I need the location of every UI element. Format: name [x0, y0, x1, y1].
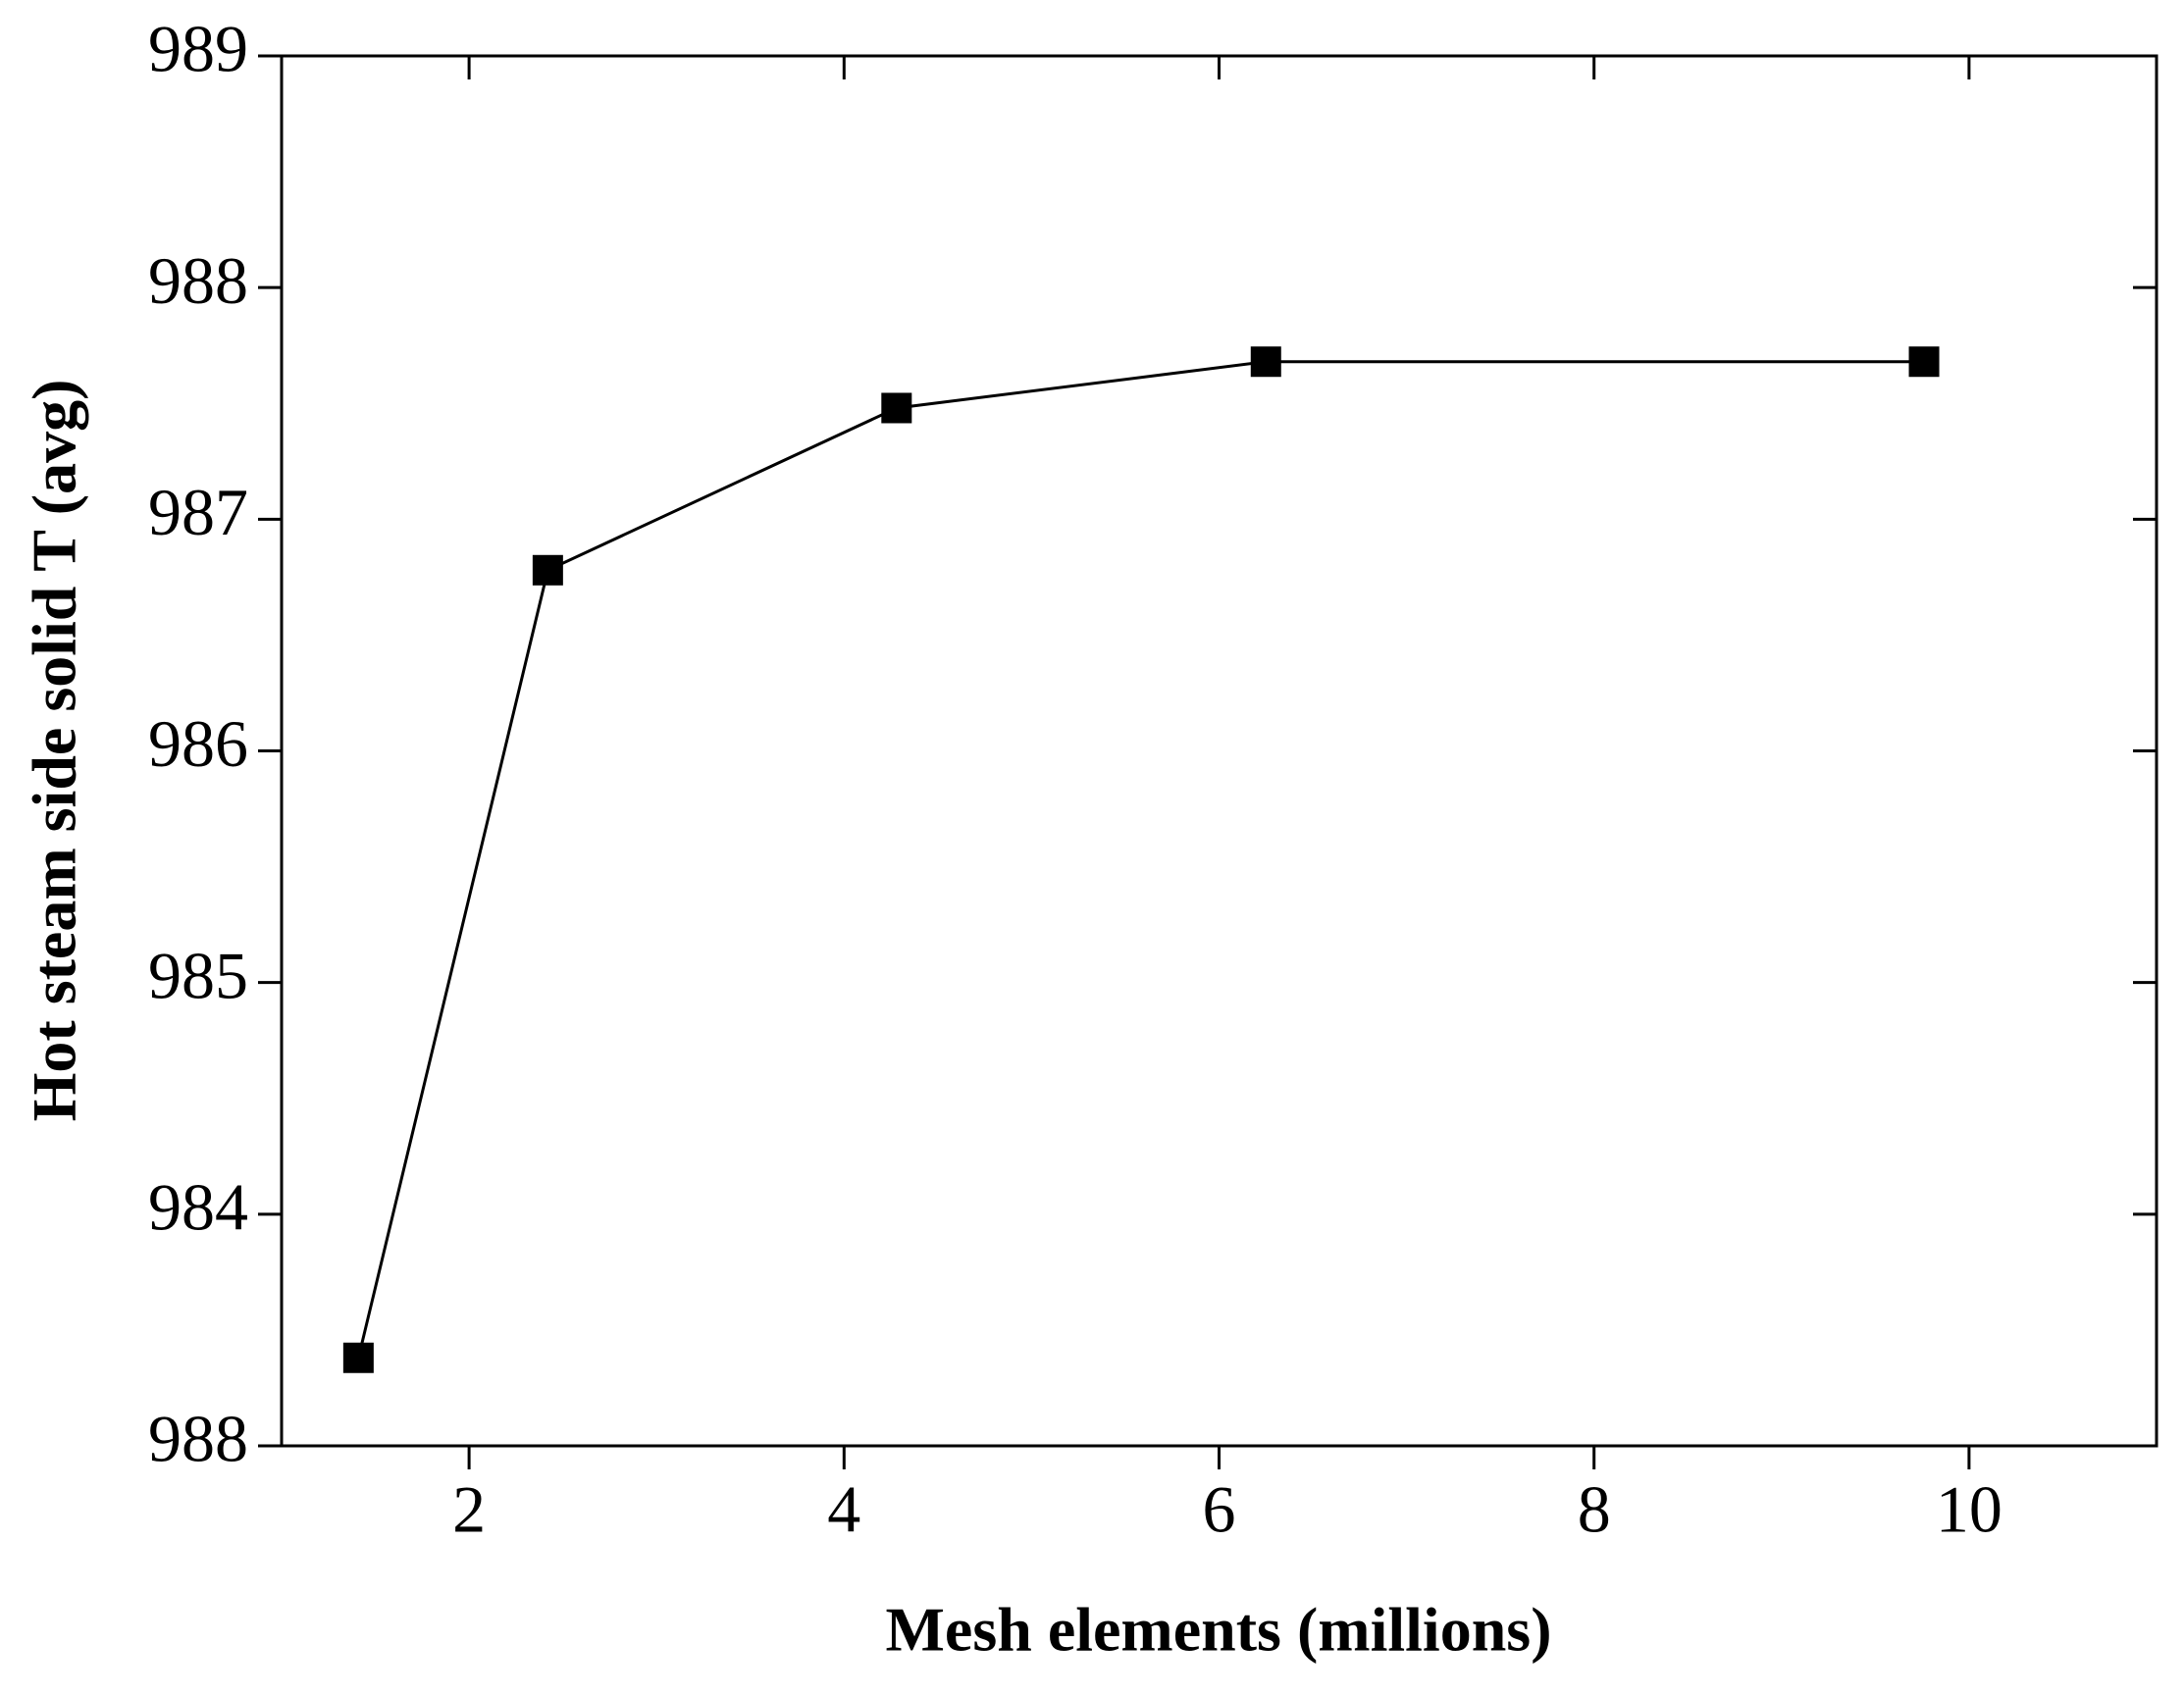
data-point — [532, 554, 563, 586]
plot-frame — [280, 54, 2158, 1448]
x-tick-label: 4 — [827, 1472, 860, 1547]
x-axis-title: Mesh elements (millions) — [886, 1595, 1552, 1665]
x-tick-label: 8 — [1578, 1472, 1611, 1547]
y-tick-label: 984 — [148, 1169, 248, 1244]
y-tick-label: 987 — [148, 475, 248, 549]
x-tick-label: 10 — [1936, 1472, 2002, 1547]
y-tick-label: 989 — [148, 12, 248, 86]
y-tick-label: 988 — [148, 1402, 248, 1476]
data-point — [1250, 346, 1281, 378]
series-line — [356, 360, 1925, 1359]
data-point — [881, 392, 912, 424]
data-point — [1908, 346, 1940, 378]
x-tick-label: 2 — [452, 1472, 486, 1547]
y-tick-label: 985 — [148, 938, 248, 1012]
x-tick-label: 6 — [1203, 1472, 1236, 1547]
y-axis-title: Hot steam side solid T (avg) — [20, 380, 89, 1122]
y-tick-label: 988 — [148, 243, 248, 318]
data-point — [342, 1342, 374, 1373]
y-tick-label: 986 — [148, 706, 248, 781]
